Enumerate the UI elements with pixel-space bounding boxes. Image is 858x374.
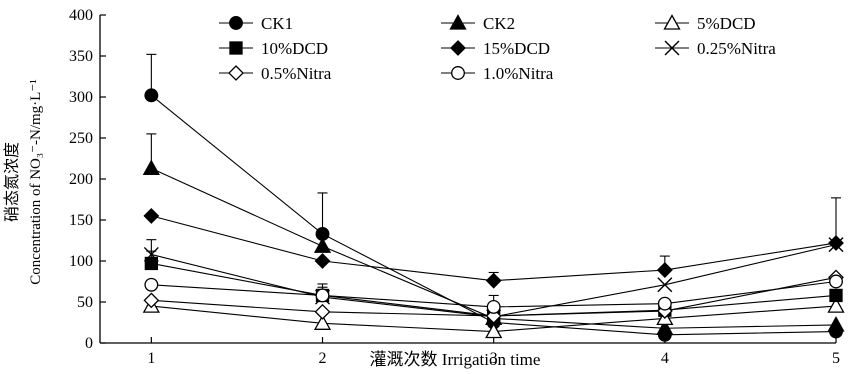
legend-item: 0.5%Nitra xyxy=(219,64,332,83)
marker-filled-square xyxy=(229,41,243,55)
marker-filled-triangle xyxy=(827,316,845,332)
marker-x xyxy=(143,246,159,262)
marker-open-circle xyxy=(451,66,465,80)
y-tick-label: 250 xyxy=(69,130,93,147)
marker-open-diamond xyxy=(314,303,331,320)
legend-label: 10%DCD xyxy=(261,39,328,58)
y-tick-label: 0 xyxy=(85,335,93,352)
series-layer xyxy=(142,53,845,342)
marker-open-circle xyxy=(486,299,501,314)
legend-label: 15%DCD xyxy=(483,39,550,58)
marker-filled-diamond xyxy=(143,207,160,224)
legend-item: 5%DCD xyxy=(655,14,756,33)
y-tick-label: 300 xyxy=(69,89,93,106)
legend-item: 0.25%Nitra xyxy=(655,39,776,58)
legend-label: CK1 xyxy=(261,14,293,33)
marker-open-triangle xyxy=(663,14,681,30)
marker-open-circle xyxy=(829,274,843,289)
y-tick-label: 350 xyxy=(69,48,93,65)
marker-x xyxy=(657,277,673,293)
marker-open-circle xyxy=(144,277,159,292)
marker-filled-triangle xyxy=(313,237,332,253)
x-tick-label: 2 xyxy=(319,350,327,367)
legend-item: CK1 xyxy=(219,14,293,33)
legend-item: 1.0%Nitra xyxy=(441,64,554,83)
x-tick-label: 3 xyxy=(490,350,498,367)
series-1-0-nitra xyxy=(144,274,843,314)
marker-filled-square xyxy=(144,256,158,271)
legend-label: 0.25%Nitra xyxy=(697,39,776,58)
legend-item: CK2 xyxy=(441,14,515,33)
legend-label: 1.0%Nitra xyxy=(483,64,554,83)
y-axis-label-chinese: 硝态氮浓度 xyxy=(3,142,21,222)
marker-filled-square xyxy=(829,288,843,303)
marker-filled-diamond xyxy=(314,253,331,269)
marker-filled-circle xyxy=(144,88,159,103)
y-tick-label: 200 xyxy=(69,171,93,188)
marker-open-circle xyxy=(657,296,672,311)
marker-filled-diamond xyxy=(485,272,502,289)
legend-label: 0.5%Nitra xyxy=(261,64,332,83)
marker-open-diamond xyxy=(143,292,160,309)
x-axis-label: 灌溉次数 Irrigation time xyxy=(370,350,541,369)
series-line xyxy=(151,215,837,282)
series-15-dcd xyxy=(143,207,844,289)
axes: 0 50 100 150 200 250 300 350 400 1 2 3 4 5 xyxy=(69,7,840,367)
marker-filled-triangle xyxy=(449,14,467,30)
x-tick-label: 5 xyxy=(832,350,840,367)
y-tick-label: 100 xyxy=(69,253,93,270)
marker-filled-diamond xyxy=(450,40,466,56)
x-tick-label: 1 xyxy=(147,350,155,367)
legend-item: 15%DCD xyxy=(441,39,550,58)
y-tick-label: 150 xyxy=(69,212,93,229)
marker-filled-triangle xyxy=(142,159,160,175)
y-axis-label-english: Concentration of NO₃⁻-N/mg·L⁻¹ xyxy=(28,79,44,285)
y-tick-label: 50 xyxy=(77,294,93,311)
marker-filled-triangle xyxy=(656,319,674,335)
legend-label: CK2 xyxy=(483,14,515,33)
marker-filled-diamond xyxy=(656,262,673,278)
y-tick-label: 400 xyxy=(69,7,93,24)
marker-open-circle xyxy=(315,288,330,303)
marker-open-triangle xyxy=(827,297,845,313)
x-tick-label: 4 xyxy=(661,350,669,367)
marker-filled-circle xyxy=(229,16,243,30)
marker-open-diamond xyxy=(228,65,244,81)
marker-x xyxy=(828,237,844,253)
legend: CK1 CK2 5%DCD 10%DCD 15%DCD 0.25%Nitra 0.5%Nit… xyxy=(219,14,776,83)
marker-open-triangle xyxy=(313,314,332,330)
legend-item: 10%DCD xyxy=(219,39,328,58)
marker-open-triangle xyxy=(485,322,503,339)
legend-label: 5%DCD xyxy=(697,14,756,33)
marker-x xyxy=(664,40,680,56)
